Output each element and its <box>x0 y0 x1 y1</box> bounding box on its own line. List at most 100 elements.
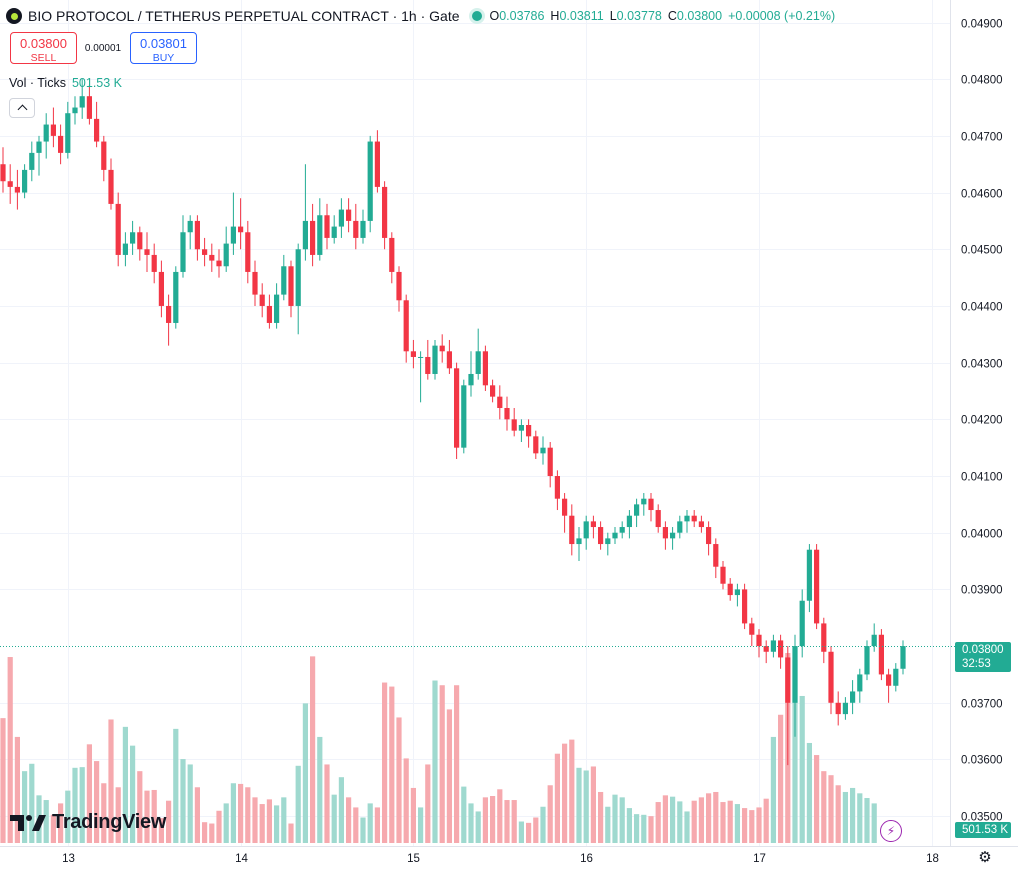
volume-bar <box>540 806 546 843</box>
volume-bar <box>626 808 632 843</box>
volume-bar <box>562 743 568 843</box>
symbol-title[interactable]: BIO PROTOCOL / TETHERUS PERPETUAL CONTRA… <box>28 8 460 24</box>
candle-body <box>612 532 618 539</box>
candle <box>418 351 424 403</box>
volume-bar <box>605 806 611 843</box>
volume-bar <box>0 718 6 843</box>
volume-bar <box>346 797 352 843</box>
volume-bar <box>713 791 719 843</box>
price-tick-label: 0.04600 <box>961 189 1003 201</box>
candle-body <box>706 527 712 545</box>
candle-body <box>418 356 424 358</box>
candle <box>583 515 589 550</box>
candle-body <box>130 232 136 244</box>
last-price-badge: 0.03800 32:53 <box>955 642 1011 672</box>
tradingview-logo[interactable]: TradingView <box>10 811 166 834</box>
candle-body <box>540 447 546 454</box>
volume-bar <box>720 802 726 843</box>
volume-bar <box>461 786 467 843</box>
candle <box>245 220 251 284</box>
candle-body <box>230 226 236 244</box>
candle <box>518 419 524 443</box>
candle-body <box>223 243 229 267</box>
volume-bar <box>547 785 553 843</box>
candle <box>137 226 143 261</box>
candle <box>612 527 618 545</box>
candle <box>576 527 582 562</box>
volume-legend[interactable]: Vol · Ticks 501.53 K <box>9 76 122 90</box>
candle <box>634 498 640 528</box>
candle-body <box>396 271 402 301</box>
volume-bar <box>65 790 71 843</box>
price-tick-label: 0.04900 <box>961 19 1003 31</box>
sell-button[interactable]: 0.03800 SELL <box>10 32 77 64</box>
volume-bar <box>194 787 200 843</box>
collapse-legend-button[interactable] <box>9 98 35 118</box>
candle-body <box>108 169 114 204</box>
candle-body <box>0 164 6 182</box>
candle <box>468 351 474 397</box>
candle <box>317 198 323 261</box>
volume-bar <box>821 771 827 843</box>
candle-body <box>22 169 28 193</box>
volume-bar <box>684 811 690 843</box>
volume-bar <box>446 709 452 843</box>
buy-button[interactable]: 0.03801 BUY <box>130 32 197 64</box>
candle-body <box>605 538 611 545</box>
candle <box>410 339 416 369</box>
settings-gear-icon[interactable]: ⚙ <box>978 849 992 866</box>
sell-label: SELL <box>30 52 57 64</box>
candle <box>288 260 294 318</box>
candle-body <box>331 226 337 238</box>
time-axis[interactable]: 13141516171819 <box>62 853 1018 865</box>
candle <box>130 220 136 255</box>
candle <box>655 504 661 533</box>
buy-price: 0.03801 <box>140 36 187 51</box>
candle-body <box>526 425 532 437</box>
volume-bar <box>230 783 236 843</box>
volume-bar <box>115 787 121 843</box>
volume-bar <box>778 714 784 843</box>
volume-bar <box>331 794 337 843</box>
price-tick-label: 0.04800 <box>961 75 1003 87</box>
volume-bar <box>554 753 560 843</box>
candle <box>677 515 683 539</box>
price-tick-label: 0.04200 <box>961 415 1003 427</box>
spread-value: 0.00001 <box>84 43 122 54</box>
chart-header: BIO PROTOCOL / TETHERUS PERPETUAL CONTRA… <box>6 6 841 26</box>
volume-bar <box>108 719 114 843</box>
candle <box>72 96 78 125</box>
ohlc-change: +0.00008 (+0.21%) <box>728 9 836 23</box>
price-tick-label: 0.04300 <box>961 359 1003 371</box>
candle-body <box>43 124 49 142</box>
candle <box>389 232 395 284</box>
candle <box>274 283 280 329</box>
candle-body <box>835 702 841 715</box>
candle-body <box>482 351 488 386</box>
volume-bar <box>310 656 316 843</box>
candle-body <box>677 521 683 533</box>
volume-bar <box>122 726 128 843</box>
price-axis[interactable]: 0.04900 0.04800 0.04700 0.04600 0.04500 0.044… <box>961 19 1003 824</box>
lightning-icon[interactable]: ⚡ <box>880 820 902 842</box>
volume-bar <box>50 814 56 843</box>
candle-body <box>202 249 208 255</box>
volume-bar <box>72 767 78 843</box>
candle <box>425 339 431 380</box>
volume-bar <box>410 787 416 843</box>
volume-bar <box>439 685 445 843</box>
candle <box>720 561 726 590</box>
volume-bar <box>576 767 582 843</box>
candle-body <box>151 254 157 272</box>
candle <box>727 578 733 601</box>
candle-body <box>511 419 517 431</box>
price-tick-label: 0.03900 <box>961 585 1003 597</box>
candle-body <box>878 634 884 675</box>
ohlc-open: O0.03786 <box>489 9 545 23</box>
volume-bar <box>223 803 229 843</box>
candle <box>432 339 438 380</box>
candle <box>324 203 330 250</box>
candle-body <box>65 113 71 153</box>
candle <box>619 521 625 539</box>
